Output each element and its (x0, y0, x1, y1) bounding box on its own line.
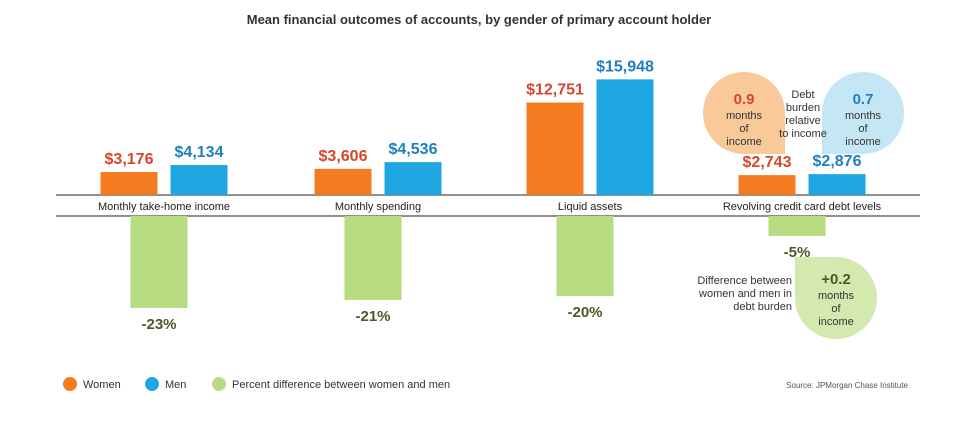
women-bar (526, 102, 584, 195)
difference-bar (556, 216, 614, 296)
men-debt-unit: months of income (845, 110, 882, 148)
difference-debt-label: Difference between women and men in debt b… (697, 275, 792, 313)
difference-label: -21% (355, 308, 390, 325)
women-value-label: $3,176 (105, 151, 154, 168)
category-label: Monthly take-home income (98, 201, 230, 213)
men-value-label: $15,948 (596, 58, 654, 75)
men-debt-value: 0.7 (853, 91, 874, 108)
legend: Women Men Percent difference between women… (63, 377, 450, 391)
difference-label: -5% (784, 244, 811, 261)
women-bar (100, 171, 158, 195)
men-bar (808, 174, 866, 195)
debt-burden-label: Debt burden relative to income (779, 89, 827, 140)
women-debt-unit: months of income (726, 110, 763, 148)
women-value-label: $3,606 (319, 148, 368, 165)
difference-debt-bubble-corner (795, 257, 836, 298)
bars: Monthly take-home income Monthly spending… (98, 58, 882, 333)
category-label: Revolving credit card debt levels (723, 201, 882, 213)
category-label: Monthly spending (335, 201, 421, 213)
women-value-label: $12,751 (526, 82, 584, 99)
category-label: Liquid assets (558, 201, 623, 213)
women-bar (314, 168, 372, 195)
men-bar (170, 165, 228, 195)
women-bar (738, 175, 796, 195)
debt-burden-bubbles: 0.9 months of income 0.7 months of income Debt bu… (697, 72, 904, 339)
men-bar (596, 79, 654, 195)
difference-label: -23% (141, 316, 176, 333)
difference-debt-bubble: +0.2 months of income (795, 257, 877, 339)
legend-label: Women (83, 379, 121, 391)
men-debt-bubble-corner (822, 113, 863, 154)
men-debt-bubble: 0.7 months of income (822, 72, 904, 154)
women-debt-value: 0.9 (734, 91, 755, 108)
women-debt-bubble-corner (744, 113, 785, 154)
difference-debt-value: +0.2 (821, 271, 851, 288)
difference-debt-unit: months of income (818, 290, 855, 328)
men-value-label: $4,134 (175, 144, 224, 161)
men-bar (384, 162, 442, 195)
difference-bar (130, 216, 188, 308)
difference-bar (768, 216, 826, 236)
legend-swatch (212, 377, 226, 391)
men-value-label: $4,536 (389, 141, 438, 158)
legend-label: Men (165, 379, 186, 391)
difference-bar (344, 216, 402, 300)
legend-swatch (145, 377, 159, 391)
source-note: Source: JPMorgan Chase Institute (786, 381, 908, 390)
men-value-label: $2,876 (813, 153, 862, 170)
women-debt-bubble: 0.9 months of income (703, 72, 785, 154)
legend-swatch (63, 377, 77, 391)
difference-label: -20% (567, 304, 602, 321)
legend-label: Percent difference between women and men (232, 379, 450, 391)
women-value-label: $2,743 (743, 154, 792, 171)
chart-title: Mean financial outcomes of accounts, by … (247, 12, 711, 27)
